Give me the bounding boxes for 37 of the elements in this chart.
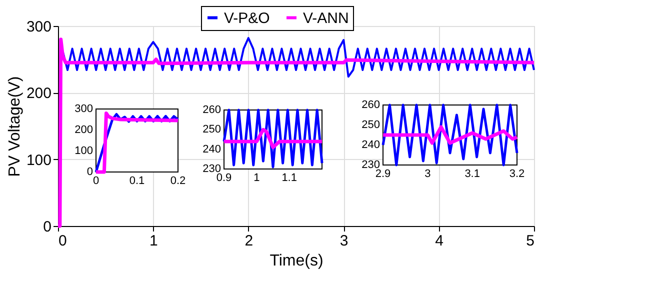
y-tick-label: 240: [362, 139, 380, 151]
x-tick-label: 0.2: [170, 175, 186, 187]
y-tick-label: 300: [74, 103, 93, 115]
y-tick-label: 230: [202, 163, 221, 175]
x-tick-label: 0: [58, 232, 67, 250]
y-axis-title: PV Voltage(V): [6, 76, 24, 177]
x-axis-title: Time(s): [270, 252, 324, 270]
y-tick-label: 0: [43, 218, 52, 236]
x-tick-label: 2: [244, 232, 254, 250]
y-tick-label: 200: [74, 124, 93, 136]
x-tick-label: 5: [526, 232, 534, 250]
x-tick-label: 0.1: [129, 175, 145, 187]
x-tick-label: 0.9: [216, 172, 232, 184]
x-tick-label: 3: [424, 168, 431, 180]
y-tick-label: 240: [202, 143, 221, 156]
x-tick-label: 3.2: [509, 168, 525, 180]
x-tick-label: 4: [435, 232, 444, 250]
line-series: [222, 108, 324, 168]
y-tick-label: 300: [26, 18, 52, 36]
y-tick-label: 260: [202, 104, 221, 116]
x-tick-label: 1.1: [282, 172, 297, 184]
legend-label: V-ANN: [303, 10, 349, 27]
line-series: [222, 128, 324, 150]
y-tick-label: 260: [362, 99, 380, 111]
x-tick-label: 1: [150, 232, 158, 250]
y-tick-label: 100: [26, 152, 52, 169]
line-series: [62, 37, 535, 78]
x-tick-label: 1: [254, 172, 260, 184]
y-tick-label: 250: [202, 124, 221, 136]
y-tick-label: 250: [362, 119, 380, 131]
legend-label: V-P&O: [224, 10, 270, 27]
x-tick-label: 3.1: [464, 168, 480, 180]
x-tick-label: 3: [340, 232, 348, 250]
y-tick-label: 100: [74, 145, 93, 157]
x-tick-label: 2.9: [375, 168, 391, 180]
y-tick-label: 200: [26, 85, 52, 102]
line-series: [381, 125, 519, 145]
